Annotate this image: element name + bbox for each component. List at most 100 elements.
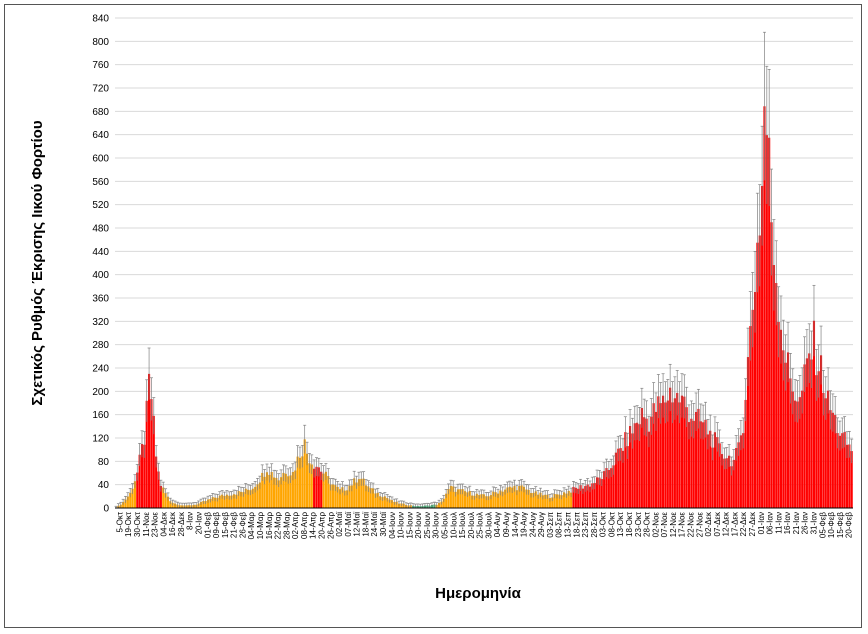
x-tick-label: 07-Νοε [660, 512, 669, 538]
bar [508, 486, 511, 508]
bar [367, 486, 370, 508]
bar [702, 422, 705, 508]
bar [775, 283, 778, 508]
x-tick-label: 18-Σεπ [572, 512, 581, 538]
bar [720, 454, 724, 508]
x-tick-label: 24-Μαϊ [370, 512, 379, 537]
bar [662, 395, 665, 508]
y-tick-label: 80 [98, 457, 110, 468]
bar [159, 485, 162, 508]
bar [452, 486, 455, 508]
bar [659, 403, 662, 508]
bar [834, 415, 837, 508]
bar [626, 446, 629, 508]
bar [202, 501, 205, 508]
bar [612, 465, 615, 508]
bar [336, 486, 339, 508]
bar [850, 451, 853, 508]
y-tick-label: 760 [92, 60, 109, 71]
bar [244, 488, 247, 508]
bar [466, 492, 469, 508]
x-tick-label: 01-Φεβ [203, 512, 212, 539]
bar [654, 411, 658, 508]
bar [638, 424, 641, 508]
x-tick-label: 20-Ιουλ [467, 512, 476, 539]
bar [645, 418, 648, 508]
bar [355, 482, 358, 508]
x-tick-label: 22-Δεκ [739, 511, 748, 536]
bar [588, 486, 592, 508]
x-tick-label: 15-Φεβ [221, 512, 230, 539]
y-tick-label: 320 [92, 317, 109, 328]
bar [270, 471, 273, 508]
bar [539, 492, 542, 508]
bar [831, 412, 834, 508]
bar [596, 477, 599, 508]
x-tick-label: 07-Μαϊ [344, 512, 353, 537]
bar [798, 397, 801, 508]
bar [357, 479, 360, 508]
bar [275, 477, 278, 508]
x-tick-label: 15-Ιουν [405, 512, 414, 539]
bar [211, 497, 214, 508]
bar [199, 501, 202, 508]
bar [586, 484, 589, 508]
bar [501, 491, 504, 508]
bar [629, 426, 632, 508]
bar [751, 309, 754, 508]
bar [617, 448, 620, 508]
bar [690, 418, 693, 508]
y-tick-label: 680 [92, 107, 109, 118]
bar [334, 485, 337, 508]
bar [131, 488, 134, 508]
y-tick-label: 840 [92, 14, 109, 25]
bar [664, 402, 667, 508]
bar [824, 398, 827, 508]
bar [381, 497, 384, 508]
bar [136, 472, 139, 508]
bar [284, 473, 287, 508]
bar [843, 432, 846, 508]
x-tick-label: 8-Ιαν [186, 512, 195, 530]
bar [725, 458, 728, 508]
x-tick-label: 09-Αυγ [502, 512, 511, 537]
bar [133, 481, 136, 508]
bar [206, 499, 210, 508]
bar [551, 497, 554, 508]
bar [362, 478, 365, 508]
x-tick-label: 12-Δεκ [722, 511, 731, 536]
bar [742, 433, 745, 508]
x-tick-label: 24-Αυγ [528, 512, 537, 537]
bar [730, 466, 733, 508]
bar [772, 265, 775, 508]
bar [390, 500, 393, 508]
bar [478, 495, 481, 508]
bar [673, 398, 676, 508]
bar [166, 496, 169, 508]
x-tick-label: 08-Απρ [300, 512, 309, 539]
bar [341, 487, 344, 508]
x-tick-label: 09-Φεβ [212, 512, 221, 539]
y-tick-label: 200 [92, 387, 109, 398]
x-tick-label: 13-Οκτ [616, 511, 625, 537]
bar [794, 400, 797, 508]
y-tick-label: 480 [92, 224, 109, 235]
bar [346, 490, 349, 508]
bar [152, 415, 155, 508]
y-axis-label: Σχετικός Ρυθμός Έκρισης Ιικού Φορτίου [29, 120, 46, 405]
bar [518, 486, 521, 508]
y-tick-label: 800 [92, 37, 109, 48]
bar [749, 326, 752, 508]
bar [265, 472, 269, 508]
x-tick-label: 15-Ιουλ [458, 512, 467, 539]
bar [765, 135, 768, 508]
x-tick-label: 26-Φεβ [238, 512, 247, 539]
bar [636, 422, 639, 508]
bar [315, 466, 318, 508]
bar [471, 495, 474, 508]
x-tick-label: 02-Νοε [651, 512, 660, 538]
bar [560, 495, 563, 508]
bar [447, 489, 450, 508]
x-axis-ticks: 5-Οκτ 19-Οκτ 30-Οκτ 11-Νοε 23-Νοε 04-Δεκ 16-Δε… [115, 511, 853, 539]
bar [388, 499, 391, 508]
